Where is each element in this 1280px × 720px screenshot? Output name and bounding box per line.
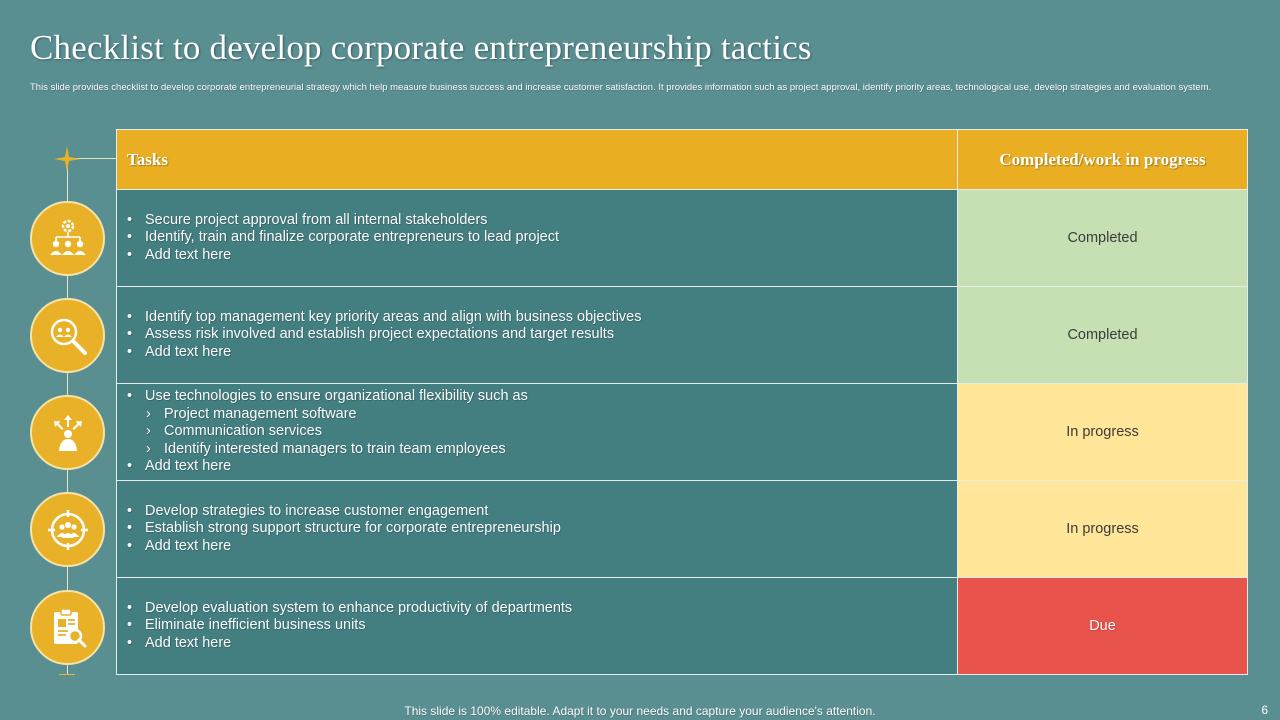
- page-number: 6: [1261, 703, 1268, 717]
- list-item: Develop strategies to increase customer …: [127, 503, 957, 521]
- task-list: Use technologies to ensure organizationa…: [127, 388, 957, 476]
- task-list: Secure project approval from all interna…: [127, 212, 957, 265]
- task-list: Identify top management key priority are…: [127, 309, 957, 362]
- list-item: Add text here: [127, 344, 957, 362]
- task-list: Develop evaluation system to enhance pro…: [127, 600, 957, 653]
- status-cell: Completed: [958, 190, 1247, 286]
- timeline-connector: [67, 158, 117, 159]
- table-row: Secure project approval from all interna…: [117, 189, 1247, 286]
- list-item: Assess risk involved and establish proje…: [127, 326, 957, 344]
- header-tasks: Tasks: [117, 130, 958, 189]
- table-row: Use technologies to ensure organizationa…: [117, 383, 1247, 480]
- slide-title: Checklist to develop corporate entrepren…: [30, 28, 812, 67]
- task-cell: Identify top management key priority are…: [117, 287, 958, 383]
- timeline-end: [59, 674, 75, 675]
- target-group-icon: [30, 492, 105, 567]
- list-item: Identify, train and finalize corporate e…: [127, 229, 957, 247]
- checklist-table: Tasks Completed/work in progress Secure …: [116, 129, 1248, 675]
- clipboard-search-icon: [30, 590, 105, 665]
- table-row: Develop evaluation system to enhance pro…: [117, 577, 1247, 674]
- task-cell: Develop strategies to increase customer …: [117, 481, 958, 577]
- list-item: Use technologies to ensure organizationa…: [127, 388, 957, 406]
- list-item: Add text here: [127, 458, 957, 476]
- sub-list-item: Project management software: [127, 406, 957, 424]
- status-cell: Completed: [958, 287, 1247, 383]
- list-item: Add text here: [127, 635, 957, 653]
- task-cell: Secure project approval from all interna…: [117, 190, 958, 286]
- status-cell: Due: [958, 578, 1247, 674]
- star-icon: [54, 146, 80, 172]
- list-item: Establish strong support structure for c…: [127, 520, 957, 538]
- sub-list-item: Communication services: [127, 423, 957, 441]
- team-gear-icon: [30, 201, 105, 276]
- list-item: Identify top management key priority are…: [127, 309, 957, 327]
- list-item: Secure project approval from all interna…: [127, 212, 957, 230]
- header-status: Completed/work in progress: [958, 130, 1247, 189]
- slide-subtitle: This slide provides checklist to develop…: [30, 82, 1212, 93]
- magnifier-people-icon: [30, 298, 105, 373]
- table-row: Identify top management key priority are…: [117, 286, 1247, 383]
- slide-footer: This slide is 100% editable. Adapt it to…: [404, 704, 876, 718]
- status-cell: In progress: [958, 481, 1247, 577]
- table-row: Develop strategies to increase customer …: [117, 480, 1247, 577]
- sub-list-item: Identify interested managers to train te…: [127, 441, 957, 459]
- list-item: Eliminate inefficient business units: [127, 617, 957, 635]
- status-cell: In progress: [958, 384, 1247, 480]
- person-arrows-icon: [30, 395, 105, 470]
- list-item: Add text here: [127, 538, 957, 556]
- table-header-row: Tasks Completed/work in progress: [117, 130, 1247, 189]
- task-cell: Develop evaluation system to enhance pro…: [117, 578, 958, 674]
- task-list: Develop strategies to increase customer …: [127, 503, 957, 556]
- list-item: Add text here: [127, 247, 957, 265]
- list-item: Develop evaluation system to enhance pro…: [127, 600, 957, 618]
- task-cell: Use technologies to ensure organizationa…: [117, 384, 958, 480]
